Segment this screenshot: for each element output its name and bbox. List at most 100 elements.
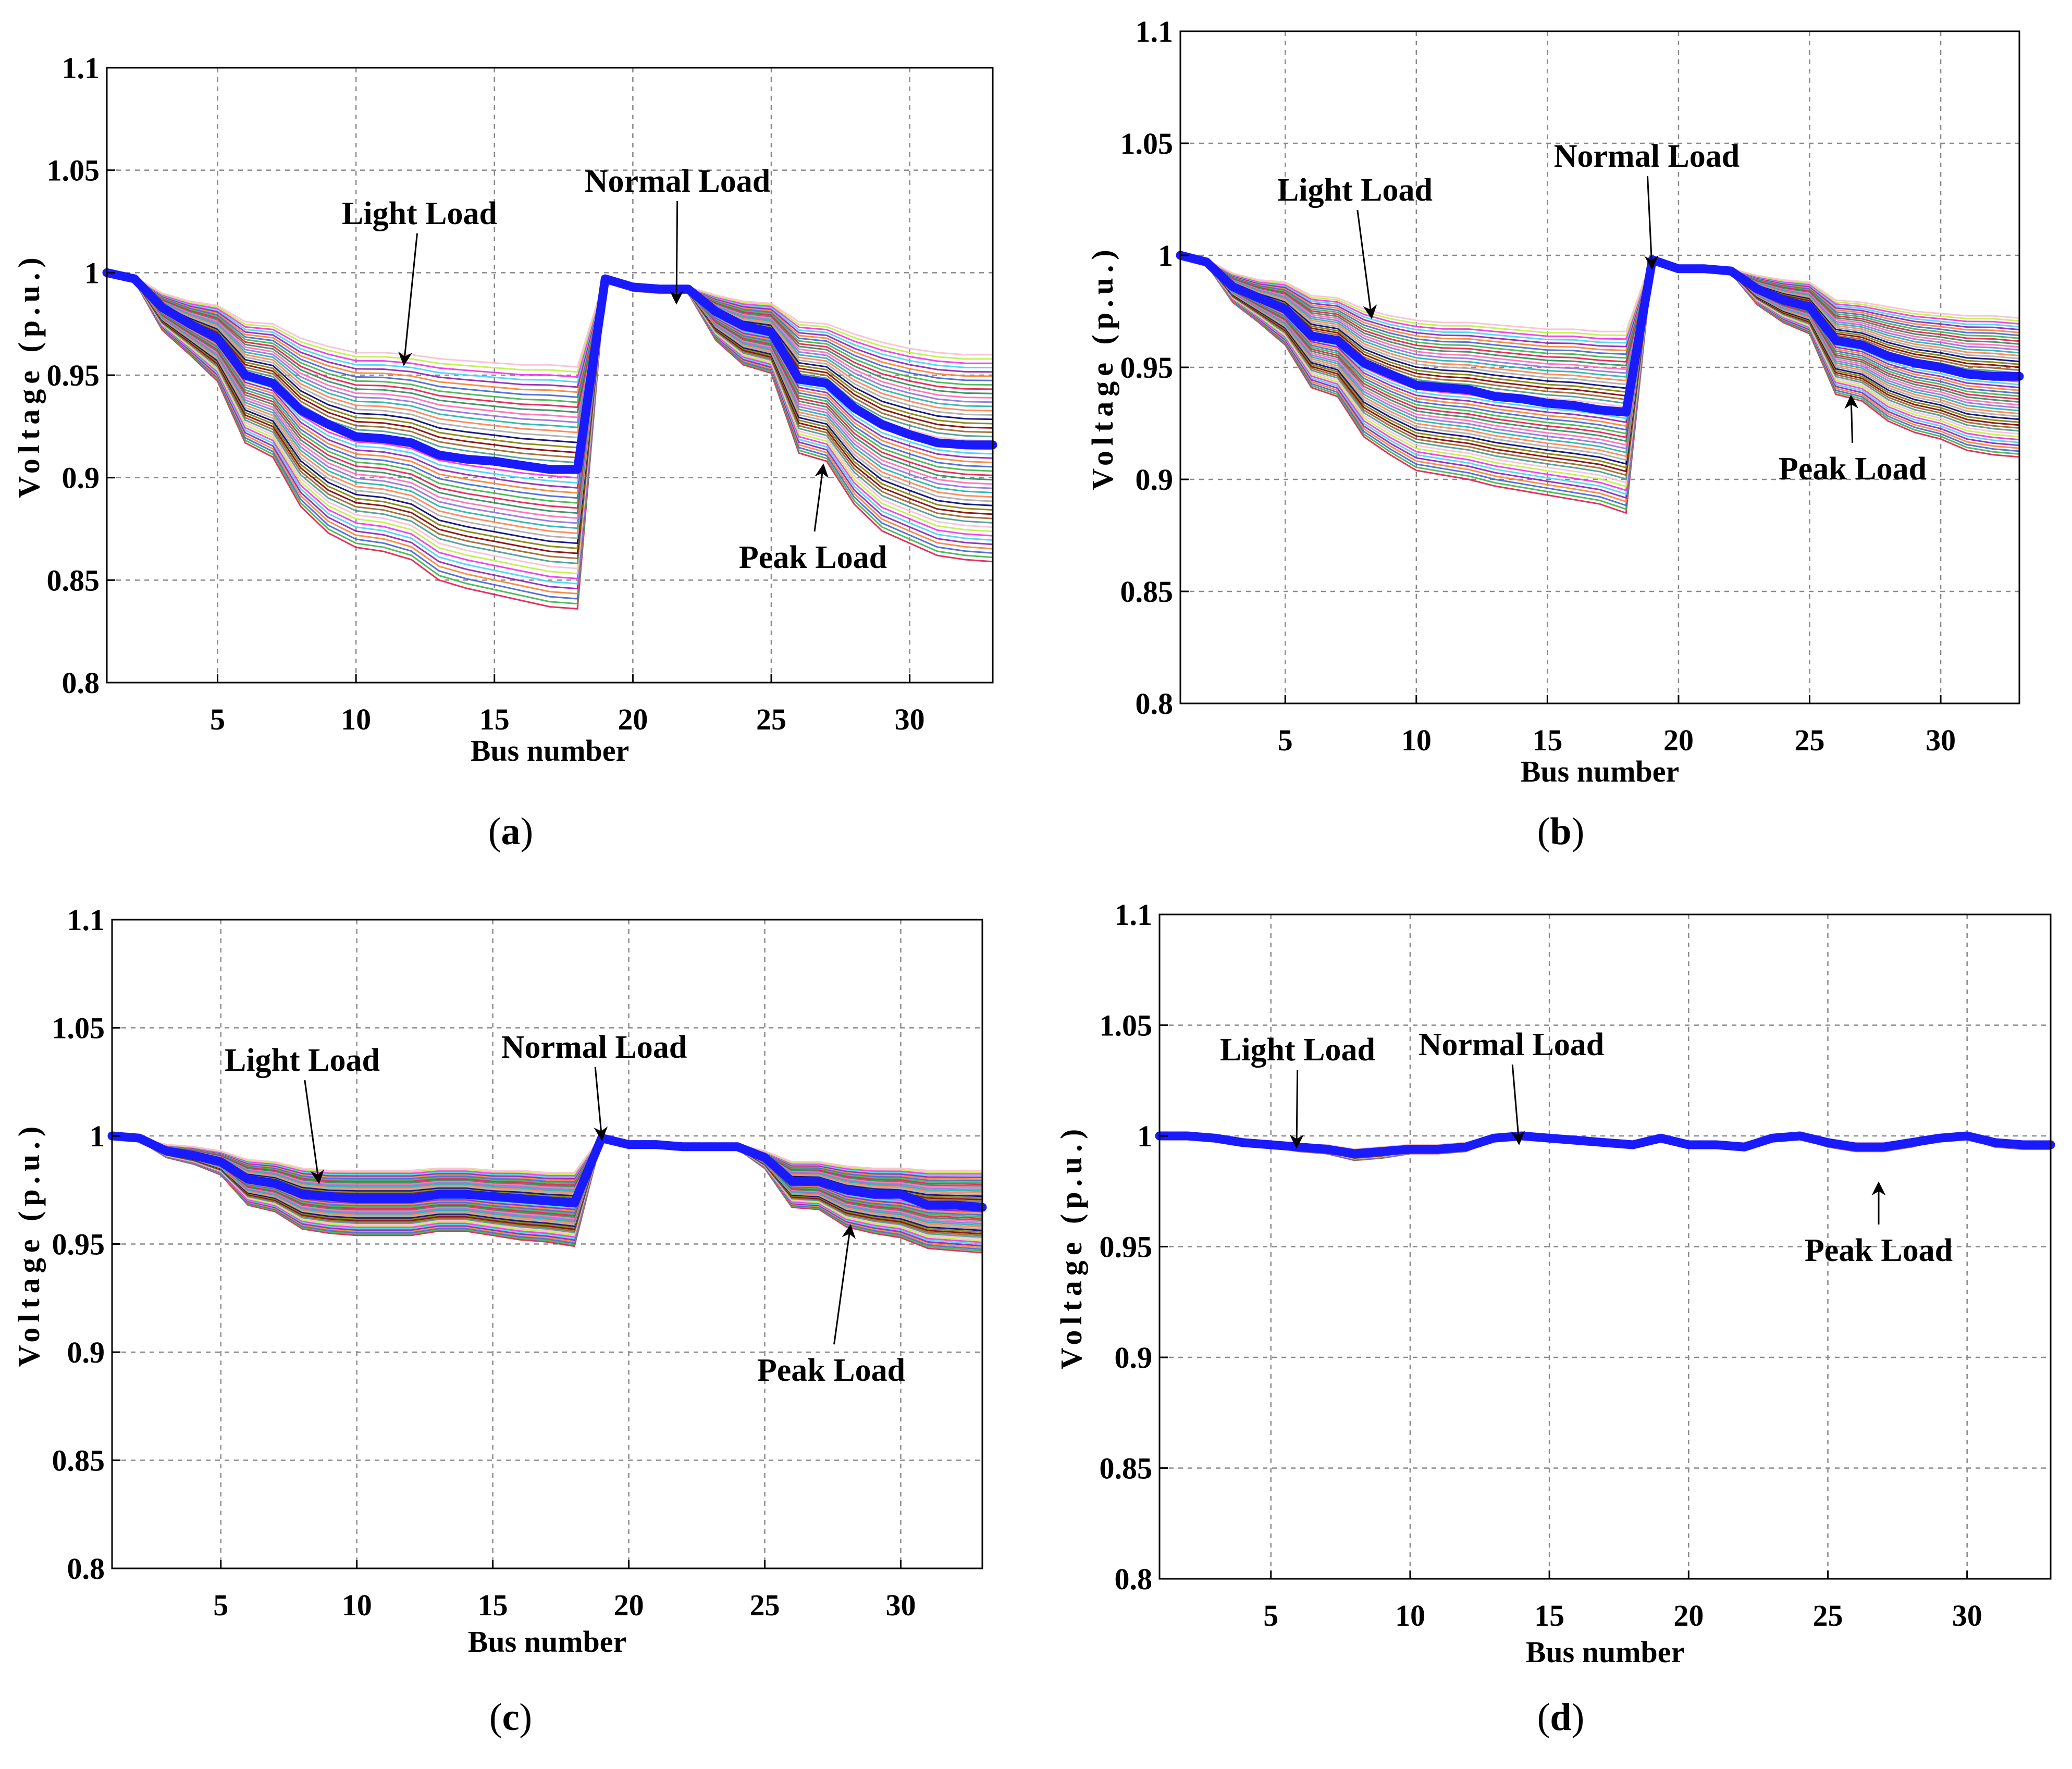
load-curve bbox=[106, 271, 993, 378]
load-curve bbox=[106, 271, 993, 504]
annotation-arrow bbox=[833, 1224, 856, 1345]
load-curve bbox=[106, 271, 993, 388]
load-curve bbox=[106, 271, 993, 590]
load-curve bbox=[1180, 254, 2020, 480]
x-tick-label: 5 bbox=[210, 702, 225, 736]
y-tick-label: 1.05 bbox=[1120, 127, 1174, 160]
chart-panel-b: 5 10 15 20 25 30 0.8 0.85 0.9 0.95 1 1.05 1.1 Bus num… bbox=[1086, 15, 2024, 853]
y-tick-label: 1.1 bbox=[62, 51, 100, 85]
load-curve bbox=[112, 1135, 983, 1187]
load-curve bbox=[112, 1135, 983, 1186]
load-curve bbox=[112, 1135, 983, 1248]
load-curve bbox=[1180, 254, 2020, 496]
load-curve bbox=[112, 1135, 983, 1243]
y-tick-label: 1 bbox=[90, 1119, 105, 1153]
load-curve bbox=[112, 1135, 983, 1183]
load-curve bbox=[112, 1135, 983, 1195]
y-tick-label: 0.9 bbox=[62, 461, 100, 495]
load-curve bbox=[1180, 254, 2020, 359]
load-curve bbox=[106, 271, 993, 464]
y-tick-label: 1 bbox=[1158, 239, 1173, 273]
load-curve bbox=[112, 1135, 983, 1216]
y-tick-label: 1.05 bbox=[52, 1011, 105, 1045]
x-tick-label: 5 bbox=[1278, 723, 1293, 757]
load-curve bbox=[1180, 254, 2020, 427]
load-curve bbox=[112, 1135, 983, 1233]
x-axis-label: Bus number bbox=[468, 1625, 627, 1659]
annotation-arrow bbox=[1511, 1064, 1525, 1145]
x-tick-label: 25 bbox=[750, 1588, 780, 1622]
grid bbox=[1160, 914, 2051, 1579]
load-curve bbox=[106, 271, 993, 454]
annotation-arrow bbox=[594, 1067, 608, 1141]
x-axis-label: Bus number bbox=[1521, 754, 1680, 788]
load-curve bbox=[112, 1135, 983, 1252]
x-tick-label: 15 bbox=[479, 702, 510, 736]
y-tick-label: 0.85 bbox=[52, 1444, 105, 1478]
load-curve bbox=[112, 1135, 983, 1191]
y-tick-label: 1.1 bbox=[1115, 898, 1153, 932]
load-curve bbox=[106, 271, 993, 424]
y-tick-label: 0.8 bbox=[62, 666, 100, 700]
x-tick-label: 10 bbox=[1401, 723, 1432, 757]
load-curve bbox=[112, 1135, 983, 1178]
y-tick-label: 1.1 bbox=[1136, 15, 1174, 48]
load-curve bbox=[1180, 254, 2020, 337]
load-curve bbox=[106, 271, 993, 434]
load-curve bbox=[1180, 254, 2020, 363]
y-tick-label: 0.85 bbox=[1100, 1452, 1153, 1486]
load-curve bbox=[112, 1135, 983, 1236]
load-curve bbox=[106, 271, 993, 403]
x-tick-label: 30 bbox=[885, 1588, 916, 1622]
load-curve bbox=[1180, 254, 2020, 348]
annotation-arrow bbox=[1644, 176, 1659, 270]
y-axis-label: Voltage (p.u.) bbox=[12, 1121, 46, 1367]
load-curve bbox=[112, 1135, 983, 1180]
load-curve bbox=[1180, 254, 2020, 378]
annotation-normal-load: Normal Load bbox=[501, 1030, 687, 1065]
load-curve bbox=[1180, 254, 2020, 450]
annotation-peak-load: Peak Load bbox=[739, 540, 887, 575]
load-curve bbox=[112, 1135, 983, 1235]
load-curve bbox=[1180, 254, 2020, 476]
y-tick-label: 0.9 bbox=[67, 1335, 105, 1369]
load-curve bbox=[106, 271, 993, 449]
load-curve bbox=[106, 271, 993, 575]
chart-panel-a: 5 10 15 20 25 30 0.8 0.85 0.9 0.95 1 1.05 1.1 Bus num… bbox=[12, 51, 997, 853]
load-curve bbox=[106, 271, 993, 368]
y-tick-label: 0.95 bbox=[1100, 1230, 1153, 1264]
load-curve bbox=[112, 1135, 983, 1176]
load-curve bbox=[112, 1135, 983, 1231]
load-curve bbox=[106, 271, 993, 494]
load-curve bbox=[112, 1135, 983, 1247]
load-curve bbox=[106, 271, 993, 398]
x-tick-label: 10 bbox=[342, 1588, 372, 1622]
load-curve bbox=[106, 271, 993, 535]
load-curve bbox=[112, 1135, 983, 1254]
load-curve bbox=[1180, 254, 2020, 457]
grid bbox=[112, 920, 982, 1568]
load-curve bbox=[106, 271, 993, 570]
load-curve bbox=[1180, 254, 2020, 386]
load-curve bbox=[1180, 254, 2020, 503]
x-tick-label: 30 bbox=[895, 702, 925, 736]
load-curve bbox=[1180, 254, 2020, 431]
load-curve bbox=[106, 271, 993, 509]
load-curve bbox=[1180, 254, 2020, 332]
load-curve bbox=[1180, 254, 2020, 352]
annotation-light-load: Light Load bbox=[225, 1043, 380, 1078]
annotation-arrow bbox=[813, 463, 829, 532]
load-curve bbox=[1180, 254, 2020, 367]
y-tick-label: 0.95 bbox=[47, 358, 100, 392]
y-axis-label: Voltage (p.u.) bbox=[1086, 244, 1119, 490]
load-curve bbox=[112, 1135, 983, 1189]
load-curve bbox=[112, 1135, 983, 1238]
y-tick-label: 0.8 bbox=[1115, 1562, 1153, 1596]
load-curve bbox=[112, 1135, 983, 1224]
load-curve bbox=[106, 271, 993, 409]
load-curve bbox=[112, 1135, 983, 1228]
load-curve bbox=[1180, 254, 2020, 454]
load-curve bbox=[106, 271, 993, 605]
load-curve bbox=[106, 271, 993, 489]
load-curve bbox=[1180, 254, 2020, 465]
